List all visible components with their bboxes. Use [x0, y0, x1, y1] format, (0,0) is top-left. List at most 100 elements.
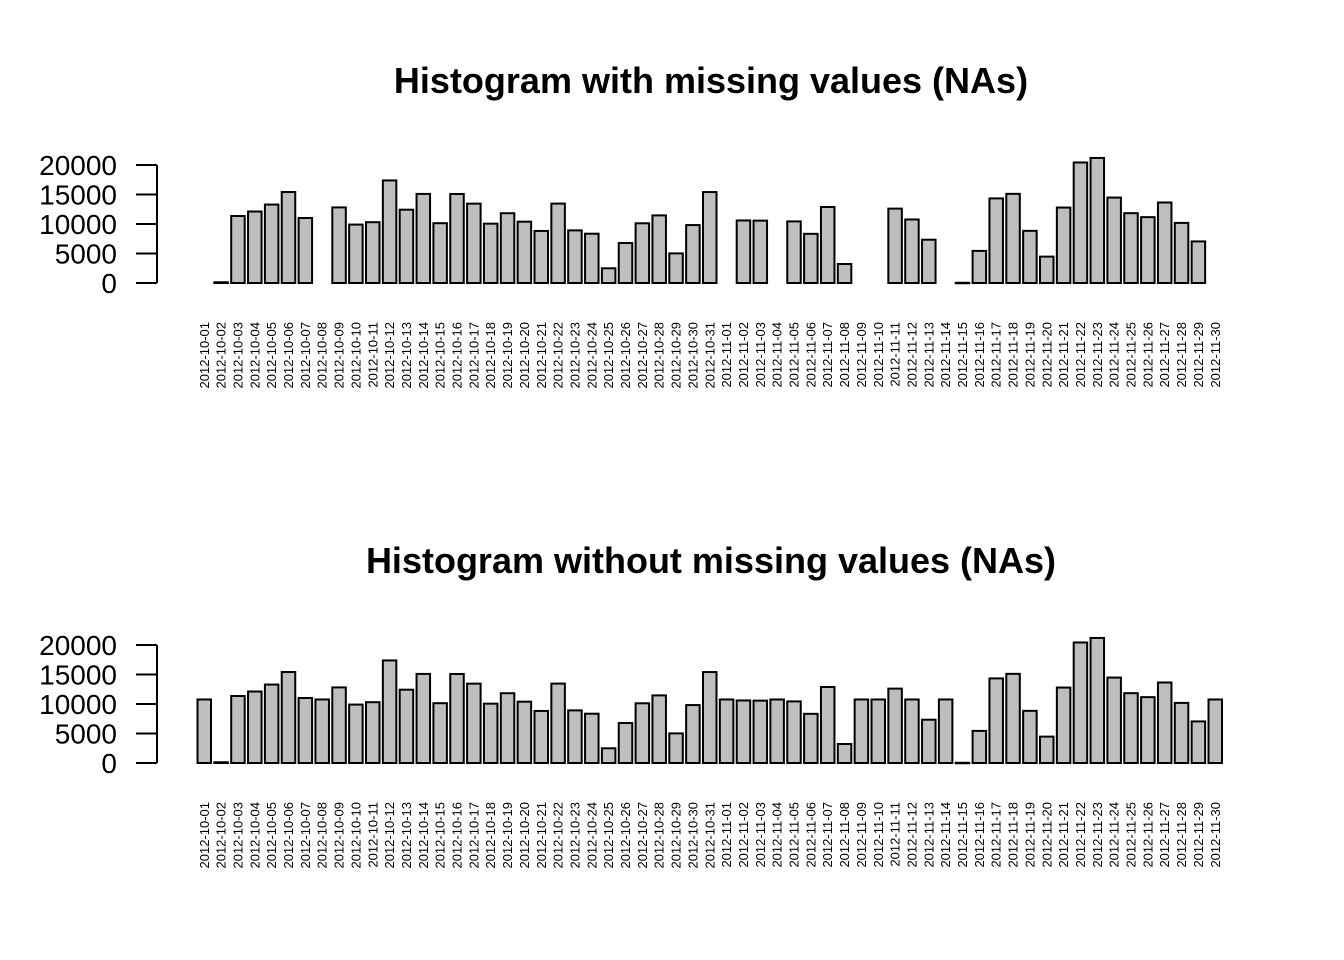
x-tick-label: 2012-10-11 — [365, 322, 380, 388]
bar — [398, 208, 415, 284]
bar — [1005, 672, 1021, 765]
x-tick-label: 2012-10-14 — [416, 322, 431, 389]
x-tick-label: 2012-11-12 — [904, 802, 919, 868]
x-tick-label: 2012-11-21 — [1056, 802, 1071, 868]
x-tick-label: 2012-11-12 — [904, 322, 919, 388]
bar — [752, 219, 769, 285]
x-tick-label: 2012-10-27 — [635, 322, 650, 389]
bar — [921, 718, 937, 764]
bar — [533, 709, 549, 765]
bar — [297, 217, 314, 285]
x-tick-label: 2012-11-22 — [1073, 802, 1088, 868]
bar — [803, 712, 819, 765]
bar — [853, 698, 870, 764]
x-tick-label: 2012-11-16 — [972, 322, 987, 388]
bar — [348, 223, 364, 284]
x-tick-label: 2012-11-26 — [1140, 802, 1155, 868]
x-tick-label: 2012-10-08 — [315, 322, 330, 389]
x-tick-label: 2012-11-09 — [854, 802, 869, 868]
bar — [550, 682, 566, 764]
y-tick-label: 15000 — [39, 180, 117, 211]
x-tick-label: 2012-11-03 — [753, 322, 768, 388]
bar — [213, 281, 229, 284]
bar — [1190, 240, 1207, 284]
x-tick-label: 2012-10-04 — [247, 802, 262, 869]
bar — [499, 212, 516, 284]
x-tick-label: 2012-11-30 — [1208, 802, 1223, 868]
bar — [1173, 221, 1190, 285]
bar — [482, 702, 499, 765]
bar — [297, 697, 314, 764]
bar — [1140, 216, 1156, 284]
x-tick-label: 2012-11-16 — [972, 802, 987, 868]
bar — [213, 761, 229, 764]
x-tick-label: 2012-10-01 — [197, 802, 212, 869]
x-tick-label: 2012-11-23 — [1090, 802, 1105, 868]
x-tick-label: 2012-10-29 — [669, 322, 684, 389]
bar — [685, 224, 701, 284]
bar — [567, 709, 583, 764]
bar — [365, 701, 381, 765]
x-tick-label: 2012-10-18 — [483, 802, 498, 869]
bar — [988, 677, 1004, 764]
x-tick-label: 2012-11-24 — [1107, 802, 1122, 868]
bar — [803, 232, 819, 285]
bar — [482, 222, 499, 284]
bar — [702, 671, 718, 764]
bar — [786, 700, 802, 765]
bar — [584, 712, 600, 765]
x-tick-label: 2012-10-19 — [500, 802, 515, 869]
bar — [381, 179, 398, 284]
bar — [617, 722, 634, 765]
x-tick-label: 2012-10-06 — [281, 802, 296, 869]
x-tick-label: 2012-11-01 — [719, 322, 734, 388]
bar — [331, 206, 347, 284]
y-tick-label: 0 — [101, 748, 117, 779]
x-tick-label: 2012-10-17 — [466, 802, 481, 869]
bar — [904, 698, 920, 765]
x-tick-label: 2012-11-08 — [837, 802, 852, 868]
bar — [449, 193, 465, 284]
x-tick-label: 2012-10-31 — [702, 802, 717, 869]
x-tick-label: 2012-11-17 — [989, 322, 1004, 388]
x-tick-label: 2012-10-07 — [298, 322, 313, 389]
bar — [280, 191, 297, 284]
bar — [752, 699, 769, 765]
x-tick-label: 2012-11-15 — [955, 322, 970, 388]
bar — [466, 202, 482, 284]
bar — [887, 687, 903, 764]
x-tick-label: 2012-11-30 — [1208, 322, 1223, 388]
bar — [1156, 681, 1173, 764]
bar — [1106, 676, 1122, 764]
x-tick-label: 2012-11-11 — [888, 322, 903, 387]
bar — [718, 698, 735, 764]
x-tick-label: 2012-11-20 — [1039, 322, 1054, 388]
bar — [1207, 698, 1223, 764]
x-tick-label: 2012-10-06 — [281, 322, 296, 389]
bar — [365, 221, 381, 285]
bar — [1055, 686, 1072, 764]
x-tick-label: 2012-10-31 — [702, 322, 717, 389]
bar — [348, 703, 364, 765]
bar — [954, 281, 971, 285]
x-tick-label: 2012-10-22 — [551, 322, 566, 389]
bar — [954, 761, 971, 765]
bar — [1055, 206, 1072, 284]
x-tick-label: 2012-11-04 — [770, 322, 785, 388]
x-tick-label: 2012-10-26 — [618, 802, 633, 869]
x-tick-label: 2012-10-09 — [332, 802, 347, 869]
x-tick-label: 2012-10-05 — [264, 322, 279, 389]
x-tick-label: 2012-11-20 — [1039, 802, 1054, 868]
bar — [971, 249, 988, 284]
bar — [921, 238, 937, 285]
x-tick-label: 2012-10-12 — [382, 802, 397, 869]
x-tick-label: 2012-11-01 — [719, 802, 734, 868]
bar — [533, 229, 549, 284]
x-tick-label: 2012-11-25 — [1124, 322, 1139, 388]
bar — [668, 252, 684, 284]
x-tick-label: 2012-10-26 — [618, 322, 633, 389]
x-tick-label: 2012-10-02 — [214, 322, 229, 389]
x-tick-label: 2012-11-27 — [1157, 802, 1172, 868]
bar — [1022, 709, 1038, 764]
